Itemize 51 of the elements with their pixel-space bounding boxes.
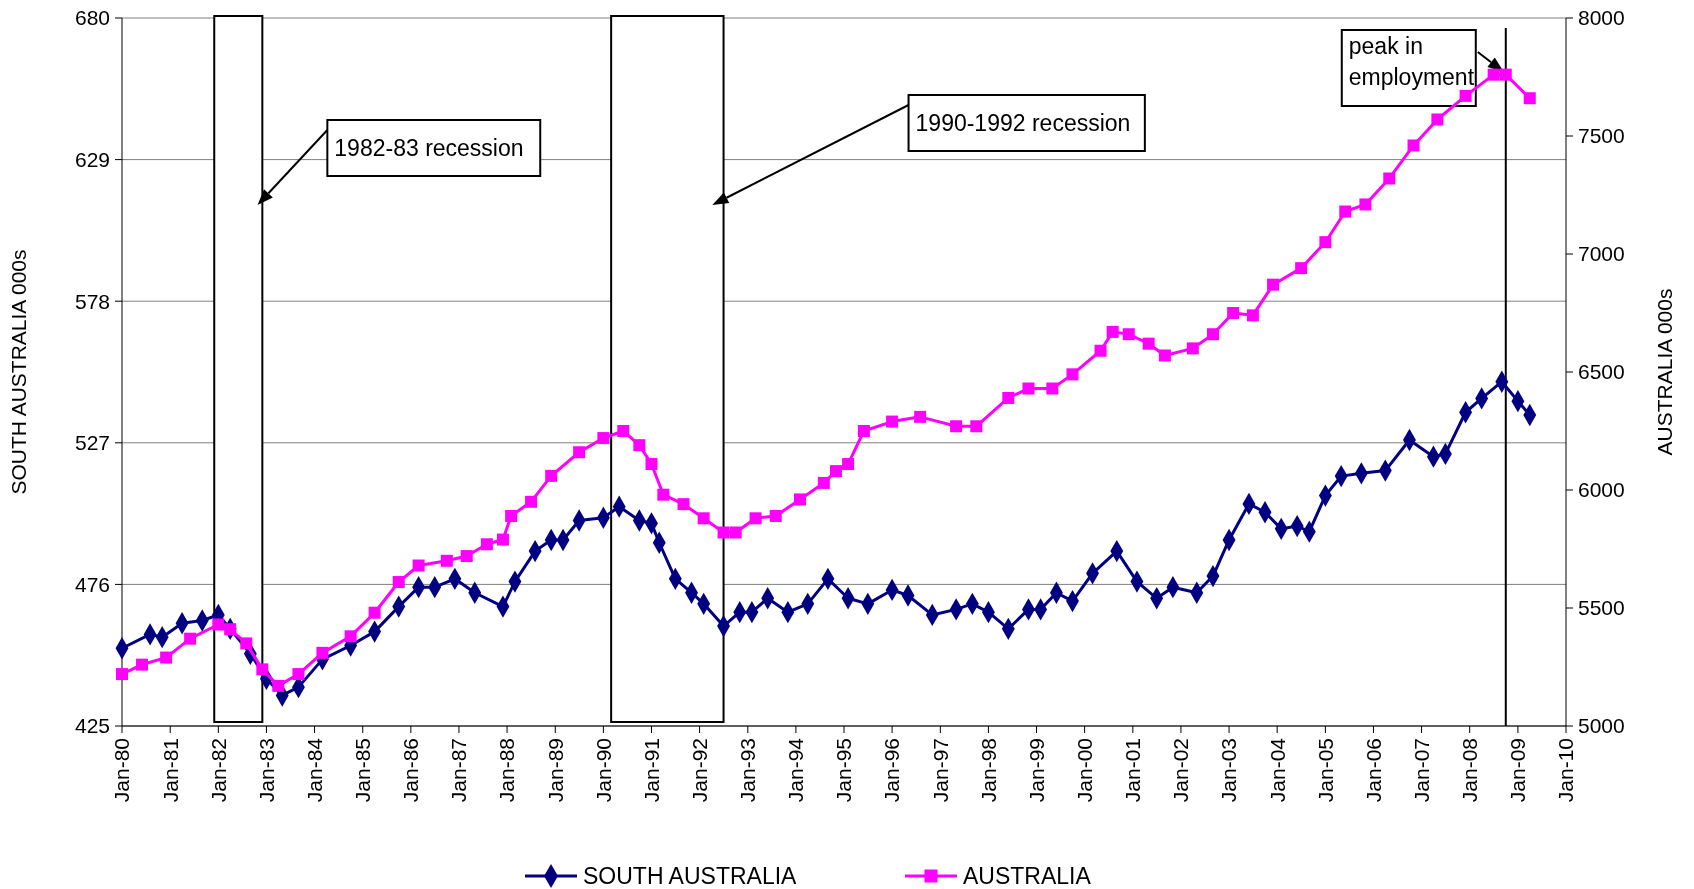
x-tick-label: Jan-10 [1554,738,1578,803]
x-tick-label: Jan-85 [351,738,375,803]
x-tick-label: Jan-07 [1409,738,1433,803]
band-label: 1982-83 recession [334,135,524,162]
y-tick-label: 527 [74,431,110,455]
x-tick-label: Jan-88 [495,738,519,803]
y-tick-label: 629 [74,147,110,171]
y-tick-label: 578 [74,289,110,313]
y-tick-label: 425 [74,714,110,738]
x-tick-label: Jan-90 [591,738,615,803]
x-tick-label: Jan-82 [206,738,230,803]
x-tick-label: Jan-04 [1265,737,1289,803]
x-tick-label: Jan-00 [1072,738,1096,803]
x-tick-label: Jan-99 [1024,738,1048,803]
x-tick-label: Jan-80 [110,738,134,803]
y2-tick-label: 7000 [1578,242,1625,266]
x-tick-label: Jan-92 [687,738,711,803]
y2-tick-label: 5000 [1578,714,1625,738]
y2-tick-label: 5500 [1578,596,1625,620]
x-tick-label: Jan-02 [1169,738,1193,803]
x-tick-label: Jan-97 [928,738,952,803]
y-axis-title: SOUTH AUSTRALIA 000s [7,249,30,495]
x-tick-label: Jan-98 [976,738,1000,803]
x-tick-label: Jan-93 [736,738,760,803]
y2-axis-title: AUSTRALIA 000s [1653,288,1676,456]
x-tick-label: Jan-96 [880,738,904,803]
x-tick-label: Jan-86 [399,738,423,803]
x-tick-label: Jan-83 [254,738,278,803]
x-tick-label: Jan-03 [1217,738,1241,803]
y-tick-label: 476 [74,572,110,596]
x-tick-label: Jan-06 [1361,738,1385,803]
x-tick-label: Jan-94 [784,737,808,803]
y2-tick-label: 7500 [1578,124,1625,148]
band-label: 1990-1992 recession [915,110,1131,137]
x-tick-label: Jan-01 [1121,738,1145,803]
x-tick-label: Jan-08 [1458,738,1482,803]
y2-tick-label: 6000 [1578,478,1625,502]
x-tick-label: Jan-81 [158,738,182,803]
legend-label: SOUTH AUSTRALIA [583,863,798,889]
x-tick-label: Jan-84 [302,737,326,803]
y-tick-label: 680 [74,6,110,30]
x-tick-label: Jan-09 [1506,738,1530,803]
x-tick-label: Jan-95 [832,738,856,803]
x-tick-label: Jan-87 [447,738,471,803]
x-tick-label: Jan-89 [543,738,567,803]
x-tick-label: Jan-05 [1313,738,1337,803]
x-tick-label: Jan-91 [639,738,663,803]
legend-label: AUSTRALIA [963,863,1092,889]
y2-tick-label: 8000 [1578,6,1625,30]
ref-line-label: peak in employment [1348,33,1475,90]
y2-tick-label: 6500 [1578,360,1625,384]
